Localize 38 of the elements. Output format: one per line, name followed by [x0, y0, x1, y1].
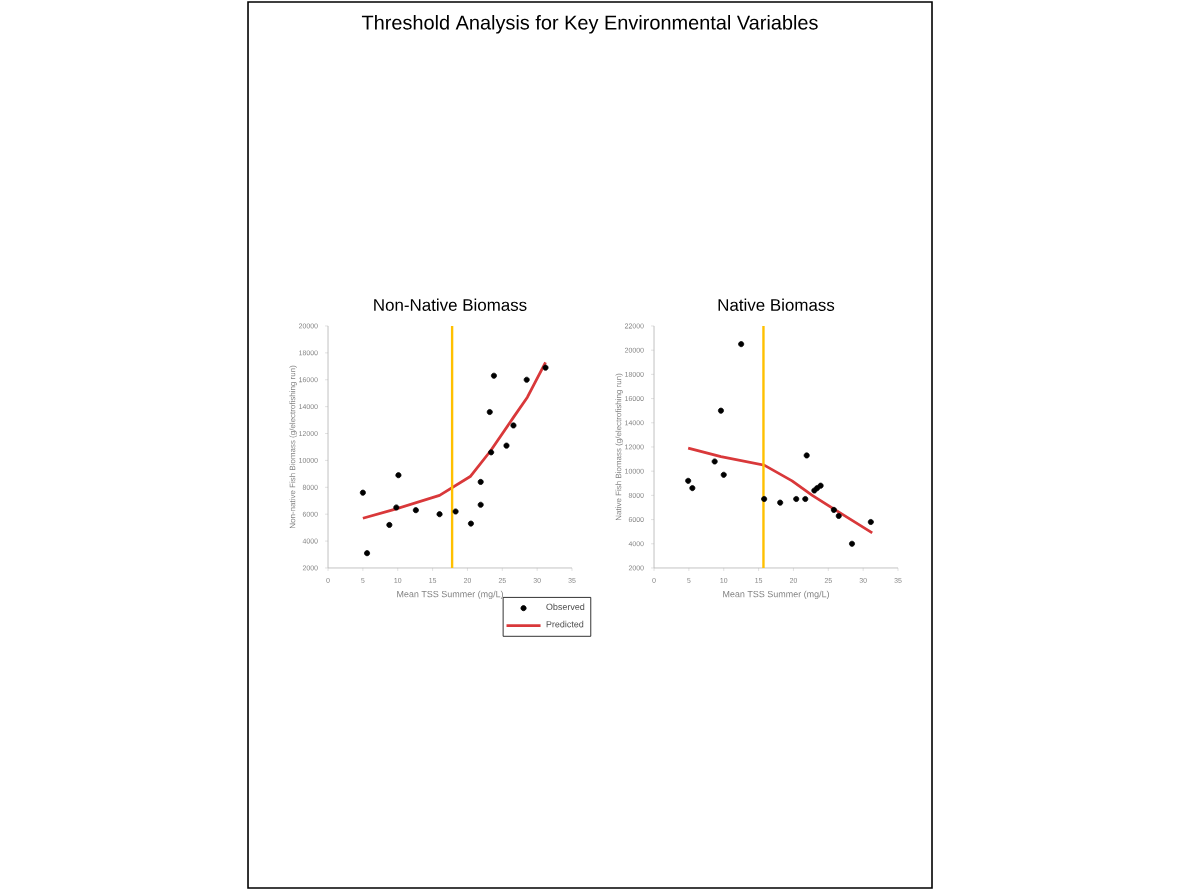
point: [720, 471, 727, 478]
point: [867, 519, 874, 525]
point: [717, 407, 724, 414]
point: [802, 496, 809, 502]
point: [467, 520, 474, 527]
chart-title: Native Biomass: [718, 298, 835, 311]
point: [412, 507, 419, 514]
point: [386, 521, 393, 528]
point: [364, 550, 371, 557]
point: [510, 422, 517, 429]
point: [689, 485, 696, 492]
chart-title: Non-Native Biomass: [374, 298, 527, 311]
point: [685, 477, 692, 484]
text: Threshold Analysis for Key Environmental Variables: [361, 15, 818, 34]
line-series: [686, 446, 874, 535]
point: [803, 452, 810, 459]
point: [452, 508, 459, 515]
point: [793, 496, 800, 502]
point: [503, 442, 510, 449]
point: [393, 504, 400, 511]
point: [359, 489, 366, 496]
point: [477, 501, 484, 508]
point: [849, 540, 855, 547]
point: [711, 458, 718, 465]
point: [477, 478, 484, 485]
point: [395, 472, 402, 479]
point: [830, 506, 837, 513]
point: [777, 499, 784, 506]
point: [738, 341, 745, 348]
point: [488, 449, 495, 456]
line-series: [361, 360, 547, 520]
point: [542, 364, 549, 371]
point: [523, 376, 530, 383]
point: [835, 512, 842, 519]
point: [761, 496, 768, 502]
point: [490, 372, 497, 379]
point: [486, 409, 493, 415]
point: [436, 511, 443, 518]
